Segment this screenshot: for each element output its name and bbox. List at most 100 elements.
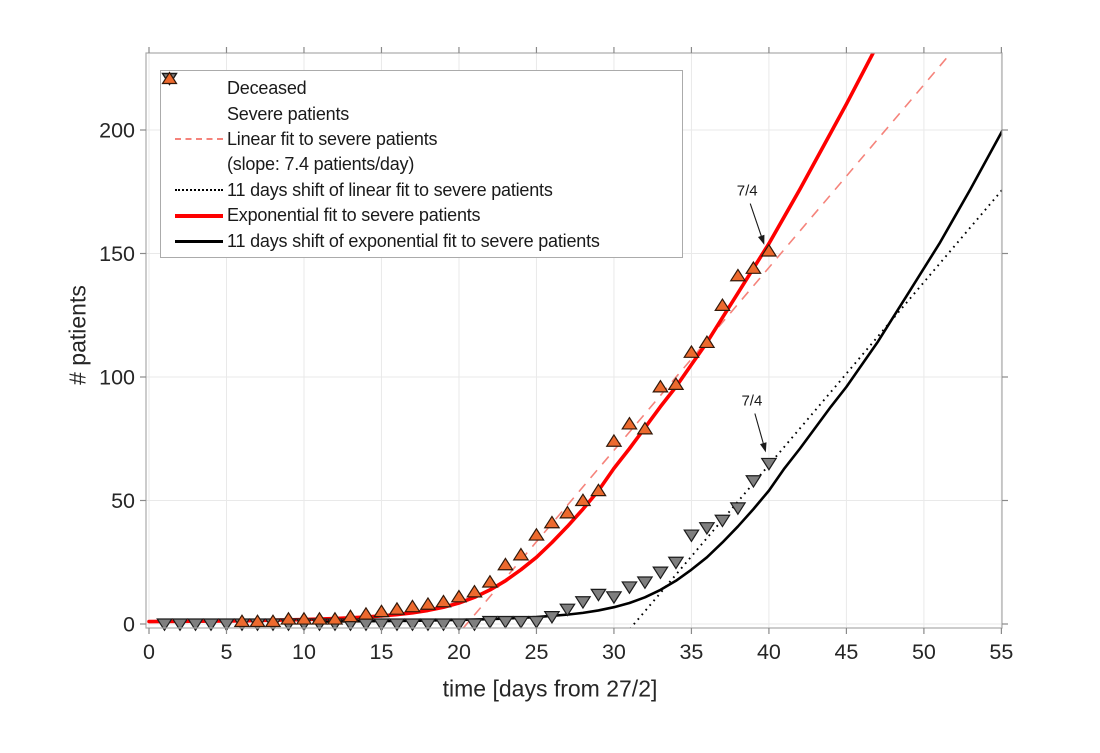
- legend-item-linear-fit-shifted: 11 days shift of linear fit to severe pa…: [171, 178, 682, 203]
- y-tick-label: 0: [123, 613, 135, 637]
- deceased-marker: [373, 618, 390, 632]
- legend-label: (slope: 7.4 patients/day): [227, 154, 415, 175]
- solid-black-line-icon: [171, 239, 227, 243]
- severe-marker: [528, 527, 545, 541]
- annotation-arrow: [749, 203, 763, 239]
- fit-curves: [147, 53, 1002, 628]
- deceased-marker: [357, 618, 375, 632]
- severe-marker: [233, 614, 251, 628]
- y-tick-label: 150: [99, 242, 135, 266]
- legend-item-slope-note: (slope: 7.4 patients/day): [171, 152, 682, 177]
- deceased-marker: [156, 618, 173, 632]
- deceased-marker: [605, 591, 623, 605]
- deceased-marker: [481, 615, 499, 629]
- severe-marker: [295, 611, 313, 625]
- legend-label: Deceased: [227, 78, 307, 99]
- x-tick-label: 55: [989, 640, 1013, 664]
- deceased-marker: [698, 522, 716, 536]
- severe-marker: [760, 243, 778, 257]
- annotation-label: 7/4: [741, 392, 762, 409]
- severe-marker: [543, 515, 561, 529]
- linear-fit-shifted-line: [629, 188, 1002, 628]
- severe-marker: [636, 421, 654, 435]
- x-tick-label: 40: [757, 640, 781, 664]
- deceased-marker: [729, 502, 747, 516]
- severe-marker: [559, 505, 576, 519]
- deceased-marker: [652, 566, 669, 580]
- dotted-black-line-icon: [171, 189, 227, 192]
- severe-marker: [667, 376, 685, 391]
- severe-marker: [652, 379, 669, 393]
- severe-marker: [698, 335, 716, 349]
- legend-item-severe: Severe patients: [161, 71, 682, 126]
- severe-marker: [435, 594, 452, 608]
- severe-marker: [574, 493, 592, 507]
- severe-marker: [512, 547, 530, 561]
- deceased-marker: [404, 618, 421, 632]
- x-tick-label: 15: [370, 640, 394, 664]
- linear-fit-line: [462, 53, 952, 628]
- deceased-marker: [202, 618, 220, 632]
- legend-label: Exponential fit to severe patients: [227, 205, 481, 226]
- severe-marker: [497, 557, 514, 571]
- deceased-marker: [543, 610, 561, 625]
- solid-red-line-icon: [171, 213, 227, 218]
- severe-series: [233, 243, 778, 628]
- severe-marker: [590, 483, 607, 497]
- severe-marker: [388, 601, 406, 615]
- deceased-marker: [435, 618, 452, 632]
- deceased-marker: [621, 581, 638, 595]
- deceased-marker: [466, 618, 483, 632]
- deceased-marker: [218, 618, 235, 632]
- exp-fit-shifted-line: [318, 128, 1002, 623]
- deceased-marker: [574, 596, 592, 610]
- deceased-marker: [450, 618, 468, 632]
- deceased-marker: [388, 618, 406, 632]
- severe-marker: [729, 268, 747, 282]
- x-tick-label: 50: [912, 640, 936, 664]
- x-tick-label: 45: [834, 640, 858, 664]
- deceased-marker: [512, 615, 530, 629]
- y-axis-title: # patients: [64, 285, 91, 385]
- deceased-marker: [745, 475, 762, 489]
- x-tick-label: 5: [221, 640, 233, 664]
- severe-marker: [357, 606, 375, 620]
- dashed-pink-line-icon: [171, 138, 227, 141]
- annotation-arrowhead: [759, 442, 767, 453]
- severe-marker: [264, 614, 282, 628]
- axes: 0 5 10 15 20 25 30 35 40 45 50 55 0 50 100 150 200: [99, 47, 1013, 664]
- deceased-marker: [683, 529, 700, 543]
- severe-marker: [373, 604, 390, 618]
- deceased-marker: [528, 615, 545, 629]
- legend-item-exp-fit: Exponential fit to severe patients: [171, 203, 682, 228]
- legend-label: Severe patients: [227, 103, 350, 124]
- deceased-marker: [760, 457, 778, 471]
- x-tick-label: 10: [292, 640, 316, 664]
- severe-marker: [404, 599, 421, 613]
- severe-marker: [280, 611, 297, 625]
- deceased-marker: [187, 618, 204, 632]
- severe-marker: [419, 596, 437, 610]
- severe-marker: [605, 433, 623, 447]
- deceased-marker: [667, 556, 685, 570]
- legend-box: Deceased Severe patients Linear fit to s…: [160, 70, 683, 258]
- x-tick-label: 20: [447, 640, 471, 664]
- legend-item-linear-fit: Linear fit to severe patients: [171, 127, 682, 152]
- severe-marker: [249, 614, 266, 628]
- deceased-marker: [636, 576, 654, 590]
- severe-marker: [326, 611, 344, 625]
- deceased-marker: [559, 603, 576, 617]
- deceased-marker: [714, 514, 731, 528]
- severe-marker: [481, 574, 499, 588]
- deceased-marker: [590, 588, 607, 602]
- severe-marker: [342, 609, 359, 623]
- legend-label: 11 days shift of linear fit to severe pa…: [227, 179, 553, 200]
- x-axis-title: time [days from 27/2]: [442, 675, 658, 702]
- deceased-marker: [171, 618, 189, 632]
- deceased-marker: [419, 618, 437, 632]
- severe-marker: [450, 589, 468, 603]
- legend-item-exp-fit-shifted: 11 days shift of exponential fit to seve…: [171, 228, 682, 253]
- severe-marker: [714, 297, 731, 311]
- exp-fit-line: [147, 53, 876, 624]
